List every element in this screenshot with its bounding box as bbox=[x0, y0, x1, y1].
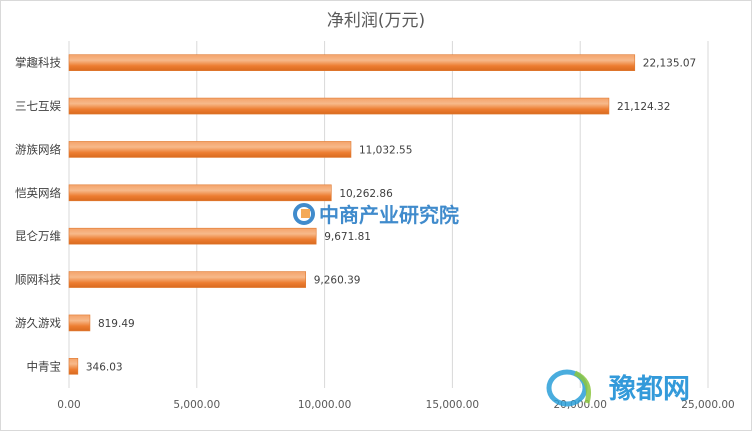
corner-watermark-logo-icon bbox=[546, 369, 588, 407]
data-labels: 22,135.07 21,124.32 11,032.55 10,262.86 9,67… bbox=[86, 58, 696, 374]
x-tick-label: 0.00 bbox=[57, 399, 80, 411]
bar bbox=[68, 141, 352, 158]
bar bbox=[68, 358, 79, 375]
x-tick-label: 15,000.00 bbox=[426, 399, 479, 411]
category-label: 恺英网络 bbox=[15, 186, 61, 200]
data-label: 9,260.39 bbox=[314, 275, 361, 287]
category-label: 掌趣科技 bbox=[15, 56, 61, 70]
data-label: 819.49 bbox=[98, 318, 135, 330]
category-label: 顺网科技 bbox=[15, 273, 61, 287]
watermark-text-corner: 豫都网 bbox=[609, 373, 690, 405]
bar bbox=[68, 184, 332, 202]
category-label: 昆仑万维 bbox=[15, 229, 61, 243]
data-label: 22,135.07 bbox=[643, 58, 696, 70]
bar bbox=[68, 97, 610, 115]
data-label: 21,124.32 bbox=[617, 101, 670, 113]
bar bbox=[68, 271, 306, 288]
chart-title: 净利润(万元) bbox=[327, 11, 425, 31]
x-tick-label: 25,000.00 bbox=[681, 399, 734, 411]
watermark-text-center: 中商产业研究院 bbox=[319, 203, 459, 227]
category-label: 游久游戏 bbox=[15, 316, 61, 330]
x-tick-labels: 0.00 5,000.00 10,000.00 15,000.00 20,000.00 2… bbox=[57, 399, 734, 411]
bars bbox=[68, 54, 636, 375]
data-label: 11,032.55 bbox=[359, 144, 412, 156]
bar bbox=[68, 54, 636, 71]
data-label: 10,262.86 bbox=[339, 188, 393, 200]
category-label: 三七互娱 bbox=[15, 99, 61, 113]
bar bbox=[68, 314, 91, 332]
corner-watermark: 豫都网 bbox=[546, 369, 690, 407]
watermark-logo-mark bbox=[301, 209, 310, 218]
center-watermark: 中商产业研究院 bbox=[293, 203, 459, 227]
x-tick-label: 5,000.00 bbox=[173, 399, 220, 411]
data-label: 9,671.81 bbox=[324, 231, 371, 243]
bar bbox=[68, 227, 317, 245]
data-label: 346.03 bbox=[86, 361, 123, 373]
corner-watermark-swoosh-icon bbox=[573, 370, 591, 404]
x-tick-label: 10,000.00 bbox=[298, 399, 351, 411]
category-label: 游族网络 bbox=[15, 142, 61, 156]
watermark-logo-icon bbox=[293, 203, 315, 225]
category-label: 中青宝 bbox=[27, 359, 62, 373]
